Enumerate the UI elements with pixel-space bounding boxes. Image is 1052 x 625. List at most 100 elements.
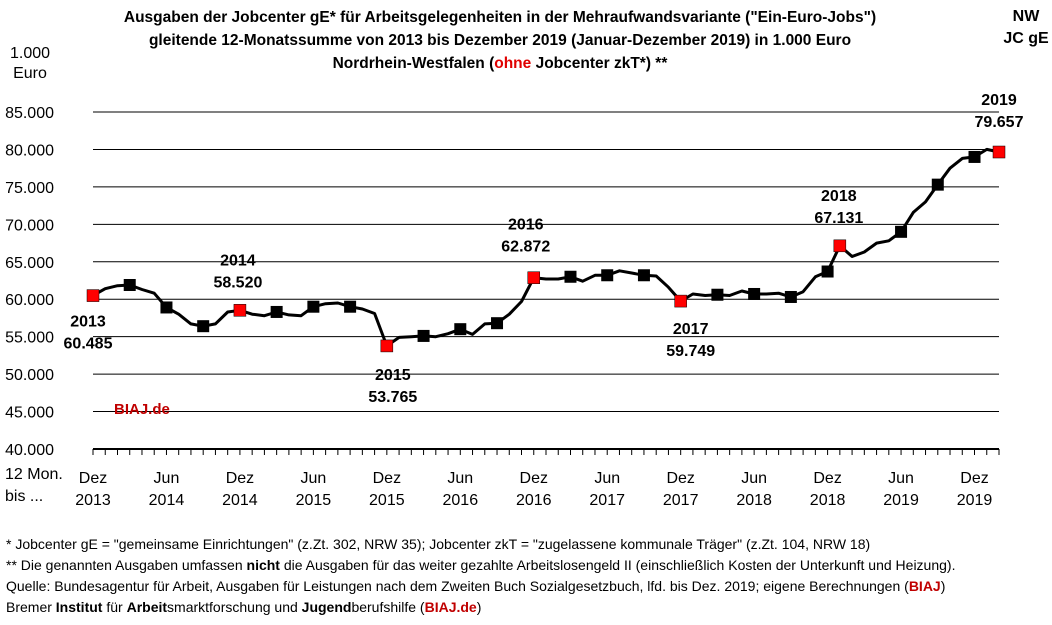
x-tick-label-year-1: 2014 — [149, 492, 185, 509]
footnotes: * Jobcenter gE = "gemeinsame Einrichtung… — [6, 534, 955, 618]
data-label-value-2013: 60.485 — [64, 336, 113, 353]
marker-black-54 — [748, 287, 761, 300]
x-tick-label-year-8: 2017 — [663, 492, 699, 509]
marker-black-33 — [491, 317, 504, 330]
marker-black-9 — [197, 320, 210, 333]
marker-black-42 — [601, 269, 614, 282]
x-tick-label-month-10: Dez — [813, 470, 841, 487]
title-line-3-post: Jobcenter zkT*) ** — [531, 55, 668, 72]
data-label-year-2019: 2019 — [981, 92, 1017, 109]
marker-black-60 — [821, 265, 834, 278]
title-line-3-pre: Nordrhein-Westfalen ( — [332, 55, 495, 72]
x-axis-unit: 12 Mon. bis ... — [5, 464, 63, 508]
x-tick-label-year-10: 2018 — [810, 492, 846, 509]
x-tick-label-month-7: Jun — [594, 470, 620, 487]
y-tick-label-55000: 55.000 — [5, 330, 54, 347]
footnote-2-bold: nicht — [246, 557, 280, 573]
marker-black-51 — [711, 288, 724, 301]
title-line-1: Ausgaben der Jobcenter gE* für Arbeitsge… — [123, 9, 877, 26]
x-tick-label-year-7: 2017 — [589, 492, 625, 509]
x-tick-label-year-11: 2019 — [883, 492, 919, 509]
y-tick-label-60000: 60.000 — [5, 292, 54, 309]
x-tick-label-year-3: 2015 — [296, 492, 332, 509]
x-tick-label-year-2: 2014 — [222, 492, 258, 509]
data-label-value-2014: 58.520 — [213, 274, 262, 291]
marker-black-21 — [344, 300, 357, 313]
data-label-value-2018: 67.131 — [814, 210, 863, 227]
region-label: NW JC gE — [1000, 6, 1052, 50]
y-tick-label-50000: 50.000 — [5, 367, 54, 384]
x-tick-label-month-5: Jun — [447, 470, 473, 487]
y-tick-label-45000: 45.000 — [5, 405, 54, 422]
marker-black-18 — [307, 300, 320, 313]
institute-part-e: smarktforschung und — [167, 599, 302, 615]
institute-part-g: berufshilfe ( — [351, 599, 425, 615]
x-tick-label-month-1: Jun — [154, 470, 180, 487]
marker-black-45 — [637, 269, 650, 282]
region-label-line-2: JC gE — [1003, 30, 1049, 47]
data-label-value-2019: 79.657 — [975, 114, 1024, 131]
marker-red-2015 — [380, 339, 394, 353]
footnote-source: Quelle: Bundesagentur für Arbeit, Ausgab… — [6, 576, 955, 597]
marker-red-2016 — [527, 271, 541, 284]
x-tick-label-month-4: Dez — [373, 470, 401, 487]
footnote-1: * Jobcenter gE = "gemeinsame Einrichtung… — [6, 536, 871, 552]
footnote-institute: Bremer Institut für Arbeitsmarktforschun… — [6, 597, 955, 618]
footnote-source-pre: Quelle: Bundesagentur für Arbeit, Ausgab… — [6, 578, 909, 594]
x-tick-label-month-0: Dez — [79, 470, 107, 487]
marker-red-2018 — [833, 239, 847, 253]
institute-part-c: für — [102, 599, 127, 615]
brand-label: BIAJ.de — [114, 401, 170, 418]
title-line-3-red: ohne — [494, 55, 532, 72]
x-tick-label-year-6: 2016 — [516, 492, 552, 509]
footnote-2: ** Die genannten Ausgaben umfassen nicht… — [6, 555, 955, 576]
x-tick-label-year-12: 2019 — [957, 492, 993, 509]
x-tick-label-month-8: Dez — [666, 470, 694, 487]
y-tick-label-75000: 75.000 — [5, 180, 54, 197]
institute-part-d: Arbeit — [126, 599, 168, 615]
marker-black-3 — [123, 278, 136, 291]
marker-black-15 — [270, 305, 283, 318]
x-tick-label-year-0: 2013 — [75, 492, 111, 509]
data-label-value-2015: 53.765 — [368, 389, 417, 406]
x-tick-label-month-2: Dez — [226, 470, 254, 487]
x-tick-label-month-6: Dez — [520, 470, 548, 487]
y-axis-unit-line-1: 1.000 — [10, 45, 51, 62]
line-chart: 40.000 45.000 50.000 55.000 60.000 65.000 70.0… — [5, 92, 1024, 509]
marker-black-66 — [895, 225, 908, 238]
y-tick-label-65000: 65.000 — [5, 255, 54, 272]
data-label-year-2017: 2017 — [673, 321, 709, 338]
data-label-year-2018: 2018 — [821, 188, 857, 205]
x-tick-label-month-11: Jun — [888, 470, 914, 487]
y-axis-unit: 1.000 Euro — [10, 44, 50, 84]
institute-link-red: BIAJ.de — [424, 599, 477, 615]
footnote-source-red: BIAJ — [908, 578, 941, 594]
x-tick-label-month-9: Jun — [741, 470, 767, 487]
y-tick-label-40000: 40.000 — [5, 442, 54, 459]
marker-red-2017 — [674, 294, 687, 308]
data-label-year-2015: 2015 — [375, 367, 411, 384]
title-line-2: gleitende 12-Monatssumme von 2013 bis De… — [148, 32, 852, 49]
region-label-line-1: NW — [1012, 8, 1040, 25]
x-tick-label-year-5: 2016 — [443, 492, 479, 509]
institute-part-b: Institut — [55, 599, 103, 615]
marker-black-30 — [454, 323, 467, 336]
marker-black-6 — [160, 301, 173, 314]
x-axis-unit-line-2: bis ... — [5, 488, 44, 505]
x-axis-unit-line-1: 12 Mon. — [5, 466, 63, 483]
y-tick-label-85000: 85.000 — [5, 105, 54, 122]
marker-black-72 — [968, 150, 981, 163]
x-tick-label-month-3: Jun — [300, 470, 326, 487]
y-tick-label-80000: 80.000 — [5, 142, 54, 159]
footnote-2-pre: ** Die genannten Ausgaben umfassen — [6, 557, 247, 573]
marker-black-27 — [417, 329, 430, 342]
institute-part-h: ) — [476, 599, 482, 615]
data-label-year-2016: 2016 — [508, 217, 544, 234]
title-line-3: Nordrhein-Westfalen (ohne Jobcenter zkT*… — [100, 52, 900, 75]
footnote-source-post: ) — [940, 578, 946, 594]
marker-red-2013 — [86, 289, 100, 302]
data-label-value-2017: 59.749 — [666, 343, 715, 360]
y-tick-label-70000: 70.000 — [5, 217, 54, 234]
data-label-year-2014: 2014 — [220, 252, 256, 269]
marker-red-2014 — [233, 304, 247, 317]
